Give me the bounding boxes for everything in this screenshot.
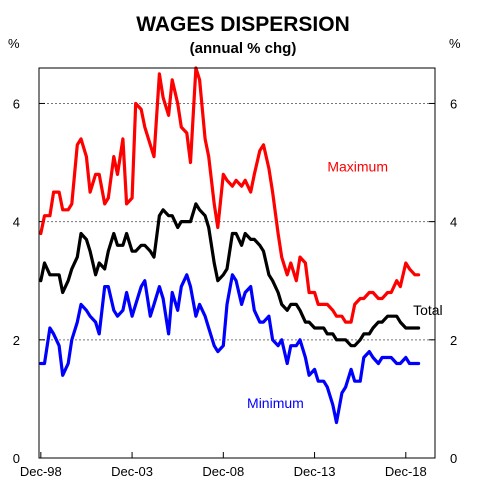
axis-ticks: 0 0 2 2 4 4 6 6 Dec-98 Dec-03 Dec-08 Dec-13 Dec-18 [13,96,457,479]
series-label-total: Total [413,302,443,318]
series-lines [39,66,421,425]
right-unit-label: % [449,36,461,51]
chart-title: WAGES DISPERSION [136,13,350,36]
x-tick-label: Dec-08 [202,464,244,479]
x-tick-label: Dec-13 [294,464,336,479]
series-label-maximum: Maximum [327,158,388,174]
series-labels: Maximum Total Minimum [247,158,443,410]
plot-frame [38,67,436,459]
right-tick-label: 2 [450,333,457,348]
x-tick-label: Dec-98 [20,464,62,479]
series-line-maximum [39,66,421,324]
left-tick-label: 4 [13,215,20,230]
right-tick-label: 0 [450,451,457,466]
chart-subtitle: (annual % chg) [190,40,297,57]
series-label-minimum: Minimum [247,395,304,411]
right-tick-label: 6 [450,96,457,111]
left-unit-label: % [8,36,20,51]
x-tick-label: Dec-03 [111,464,153,479]
right-tick-label: 4 [450,215,457,230]
left-tick-label: 2 [13,333,20,348]
gridlines [39,102,435,341]
left-tick-label: 0 [13,451,20,466]
series-line-total [39,202,421,348]
series-line-minimum [39,273,421,425]
left-tick-label: 6 [13,96,20,111]
x-tick-label: Dec-18 [385,464,427,479]
